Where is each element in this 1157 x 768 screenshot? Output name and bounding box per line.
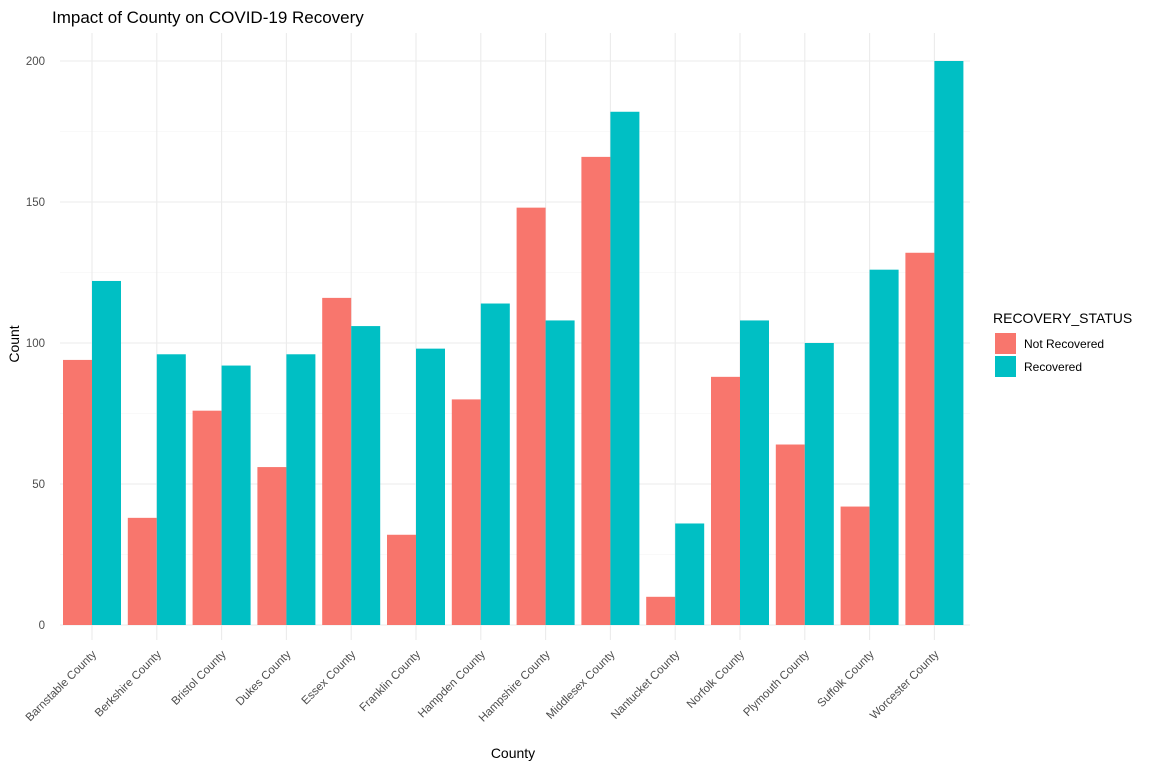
bar-not-recovered — [905, 252, 935, 625]
bar-not-recovered — [387, 534, 416, 625]
legend: RECOVERY_STATUS Not Recovered Recovered — [993, 310, 1132, 377]
bar-not-recovered — [451, 399, 481, 625]
bar-not-recovered — [192, 410, 222, 625]
legend-label: Not Recovered — [1024, 337, 1104, 351]
x-tick-label: Franklin County — [358, 648, 424, 714]
bar-recovered — [92, 280, 121, 625]
bar-recovered — [351, 326, 381, 625]
bar-recovered — [480, 303, 510, 625]
legend-key — [995, 333, 1016, 354]
bar-recovered — [416, 348, 445, 625]
bar-recovered — [869, 269, 899, 625]
bars — [63, 61, 964, 625]
bar-not-recovered — [646, 596, 676, 625]
bar-not-recovered — [322, 297, 352, 625]
y-tick-label: 50 — [32, 479, 45, 491]
x-tick-label: Dukes County — [234, 648, 294, 708]
bar-recovered — [610, 111, 640, 625]
x-tick-label: Hampshire County — [477, 648, 553, 724]
bar-recovered — [286, 354, 316, 625]
y-tick-label: 0 — [39, 620, 45, 632]
x-tick-label: Bristol County — [170, 648, 229, 707]
bar-recovered — [221, 365, 251, 625]
legend-items: Not Recovered Recovered — [995, 333, 1104, 377]
x-tick-label: Berkshire County — [93, 648, 164, 719]
x-tick-label: Plymouth County — [742, 648, 813, 719]
bar-recovered — [675, 523, 705, 625]
bar-not-recovered — [63, 359, 92, 625]
bar-recovered — [545, 320, 575, 625]
bar-recovered — [156, 354, 186, 625]
bar-recovered — [804, 343, 834, 625]
x-tick-label: Worcester County — [868, 648, 942, 722]
x-tick-label: Norfolk County — [685, 648, 747, 710]
y-axis-title: Count — [6, 325, 22, 362]
legend-label: Recovered — [1024, 360, 1082, 374]
y-tick-label: 200 — [26, 56, 45, 68]
bar-not-recovered — [711, 376, 740, 625]
y-tick-label: 100 — [26, 338, 45, 350]
y-axis-ticks: 0 50 100 150 200 — [26, 56, 45, 632]
bar-recovered — [934, 61, 964, 625]
x-tick-label: Barnstable County — [24, 648, 100, 724]
bar-recovered — [740, 320, 769, 625]
x-axis-title: County — [491, 745, 535, 761]
x-tick-label: Middlesex County — [544, 648, 617, 721]
legend-title: RECOVERY_STATUS — [993, 310, 1132, 326]
x-tick-label: Hampden County — [416, 648, 488, 720]
bar-not-recovered — [127, 517, 157, 625]
bar-not-recovered — [581, 156, 611, 625]
bar-not-recovered — [516, 207, 546, 625]
bar-not-recovered — [840, 506, 870, 625]
x-tick-label: Suffolk County — [815, 648, 876, 709]
legend-key — [995, 356, 1016, 377]
x-tick-label: Nantucket County — [609, 648, 682, 721]
bar-not-recovered — [775, 444, 805, 625]
y-tick-label: 150 — [26, 197, 45, 209]
bar-not-recovered — [257, 467, 287, 625]
x-tick-label: Essex County — [300, 648, 359, 707]
chart-title: Impact of County on COVID-19 Recovery — [52, 8, 364, 27]
